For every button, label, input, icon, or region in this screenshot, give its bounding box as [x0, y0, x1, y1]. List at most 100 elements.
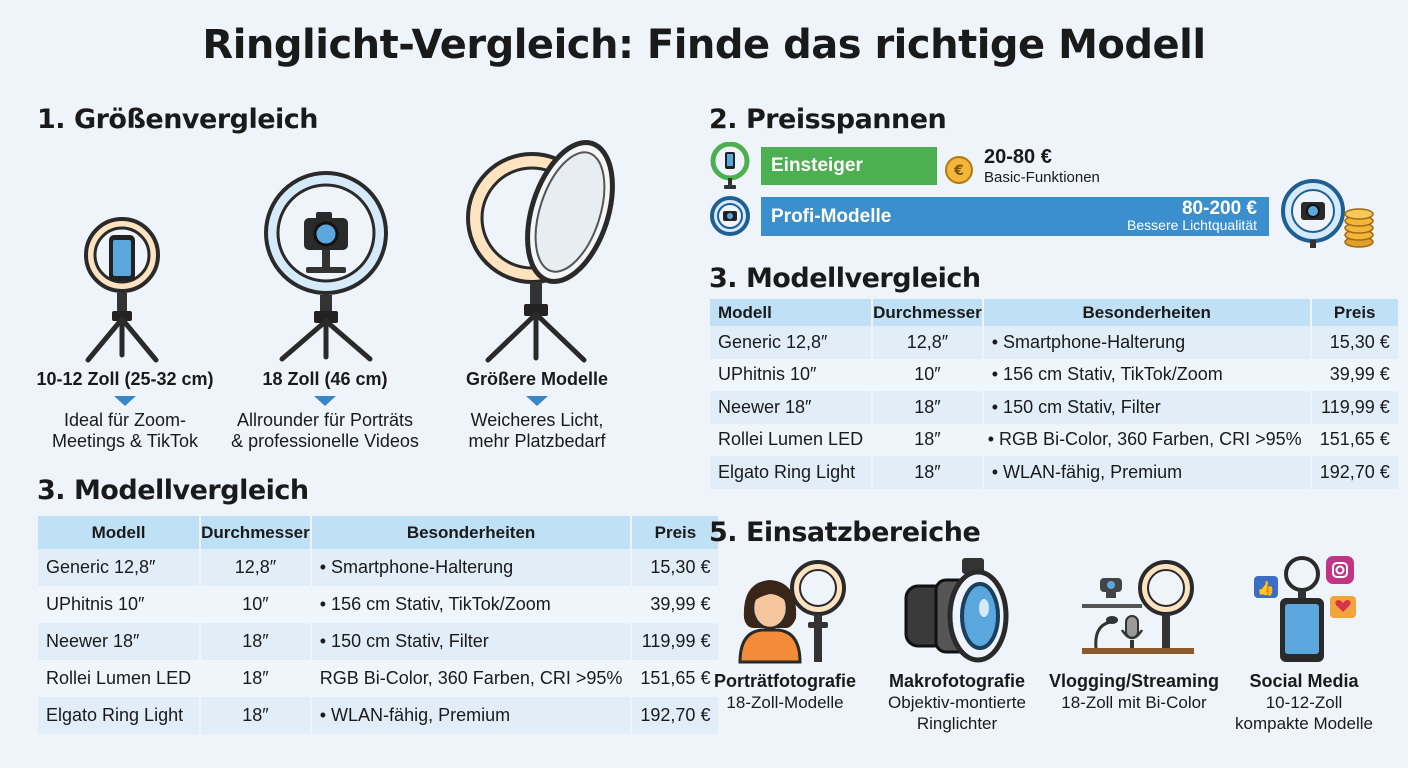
pro-ring-with-coins-icon [1281, 179, 1374, 248]
features-cell: • WLAN-fähig, Premium [310, 697, 633, 734]
svg-text:€: € [953, 163, 964, 179]
column-header: Besonderheiten [982, 299, 1312, 326]
comparison-heading-left: 3. Modellvergleich [37, 475, 309, 506]
use-card-portrait: Porträtfotografie 18-Zoll-Modelle [700, 671, 870, 713]
pro-range: 80-200 € [1181, 197, 1257, 219]
size-desc: mehr Platzbedarf [468, 431, 606, 451]
column-header: Besonderheiten [310, 516, 633, 549]
size-card-medium: 18 Zoll (46 cm) Allrounder für Porträts … [215, 369, 435, 452]
use-title: Porträtfotografie [713, 671, 856, 691]
features-cell: • 150 cm Stativ, Filter [982, 391, 1312, 424]
use-text: Objektiv-montierte [888, 693, 1026, 712]
pro-ringlight-icon [710, 196, 750, 236]
diameter-cell: 18″ [200, 697, 312, 734]
table-row: Generic 12,8″ 12,8″ • Smartphone-Halteru… [38, 549, 721, 586]
column-header: Durchmesser [872, 299, 984, 326]
model-cell: Generic 12,8″ [710, 326, 874, 359]
price-cell: 151,65 € [1310, 423, 1400, 456]
arrow-down-icon [114, 396, 136, 406]
large-ringlight-icon [466, 140, 615, 363]
vlogging-setup-icon [1082, 560, 1194, 654]
model-cell: Neewer 18″ [38, 623, 202, 660]
use-title: Social Media [1249, 671, 1359, 691]
size-label: 18 Zoll (46 cm) [262, 369, 388, 389]
size-section-heading: 1. Größenvergleich [37, 104, 319, 135]
portrait-person-icon [738, 560, 846, 664]
use-card-macro: Makrofotografie Objektiv-montierte Ringl… [872, 671, 1042, 734]
diameter-cell: 18″ [872, 391, 984, 424]
price-cell: 39,99 € [1310, 358, 1400, 391]
features-cell: • 156 cm Stativ, TikTok/Zoom [310, 586, 633, 623]
size-desc: Allrounder für Porträts [236, 410, 414, 430]
column-header: Preis [631, 516, 721, 549]
pro-price-bar: Profi-Modelle 80-200 € Bessere Lichtqual… [761, 197, 1269, 236]
diameter-cell: 18″ [200, 660, 312, 697]
use-card-social: Social Media 10-12-Zoll kompakte Modelle [1224, 671, 1384, 734]
small-ringlight-icon [84, 217, 160, 363]
comparison-heading-right: 3. Modellvergleich [709, 263, 981, 294]
use-text: kompakte Modelle [1235, 714, 1373, 733]
medium-ringlight-icon [264, 171, 388, 362]
price-cell: 15,30 € [631, 549, 721, 586]
page-title: Ringlicht-Vergleich: Finde das richtige … [202, 22, 1206, 68]
table-row: Rollei Lumen LED 18″ RGB Bi-Color, 360 F… [38, 660, 721, 697]
model-cell: Rollei Lumen LED [38, 660, 202, 697]
size-desc: Weicheres Licht, [470, 410, 604, 430]
use-text: 18-Zoll mit Bi-Color [1061, 693, 1207, 712]
features-cell: • Smartphone-Halterung [310, 549, 633, 586]
column-header: Modell [710, 299, 874, 326]
use-title: Vlogging/Streaming [1048, 671, 1219, 691]
features-cell: • RGB Bi-Color, 360 Farben, CRI >95% [982, 423, 1312, 456]
features-cell: • Smartphone-Halterung [982, 326, 1312, 359]
table-row: UPhitnis 10″ 10″ • 156 cm Stativ, TikTok… [38, 586, 721, 623]
diameter-cell: 18″ [200, 623, 312, 660]
uses-heading: 5. Einsatzbereiche [709, 517, 981, 548]
arrow-down-icon [526, 396, 548, 406]
price-cell: 39,99 € [631, 586, 721, 623]
size-card-small: 10-12 Zoll (25-32 cm) Ideal für Zoom- Me… [25, 369, 225, 452]
model-cell: Elgato Ring Light [38, 697, 202, 734]
use-card-vlogging: Vlogging/Streaming 18-Zoll mit Bi-Color [1044, 671, 1224, 713]
model-cell: Neewer 18″ [710, 391, 874, 424]
table-row: UPhitnis 10″ 10″ • 156 cm Stativ, TikTok… [710, 358, 1400, 391]
column-header: Durchmesser [200, 516, 312, 549]
arrow-down-icon [314, 396, 336, 406]
use-text: Ringlichter [916, 714, 998, 733]
diameter-cell: 12,8″ [872, 326, 984, 359]
column-header: Modell [38, 516, 202, 549]
price-cell: 192,70 € [631, 697, 721, 734]
price-cell: 119,99 € [1310, 391, 1400, 424]
model-cell: Elgato Ring Light [710, 456, 874, 489]
model-cell: UPhitnis 10″ [710, 358, 874, 391]
model-cell: UPhitnis 10″ [38, 586, 202, 623]
use-title: Makrofotografie [888, 671, 1025, 691]
entry-ringlight-icon [710, 142, 750, 189]
table-row: Elgato Ring Light 18″ • WLAN-fähig, Prem… [38, 697, 721, 734]
diameter-cell: 12,8″ [200, 549, 312, 586]
svg-text:👍: 👍 [1257, 580, 1274, 597]
macro-lens-icon [904, 558, 1009, 663]
pro-note: Bessere Lichtqualität [1127, 216, 1257, 233]
diameter-cell: 10″ [200, 586, 312, 623]
entry-range: 20-80 € [984, 146, 1052, 168]
features-cell: RGB Bi-Color, 360 Farben, CRI >95% [310, 660, 633, 697]
diameter-cell: 18″ [872, 456, 984, 489]
size-label: 10-12 Zoll (25-32 cm) [36, 369, 214, 389]
table-row: Rollei Lumen LED 18″ • RGB Bi-Color, 360… [710, 423, 1400, 456]
price-cell: 15,30 € [1310, 326, 1400, 359]
size-desc: Meetings & TikTok [51, 431, 199, 451]
size-label: Größere Modelle [465, 369, 609, 389]
entry-price-bar: Einsteiger [761, 147, 937, 185]
price-section-heading: 2. Preisspannen [709, 104, 947, 135]
entry-price-info: 20-80 € Basic-Funktionen [984, 146, 1100, 186]
comparison-table-left: Modell Durchmesser Besonderheiten Preis … [38, 516, 721, 734]
use-text: 18-Zoll-Modelle [726, 693, 844, 712]
comparison-table-right: Modell Durchmesser Besonderheiten Preis … [710, 299, 1400, 489]
column-header: Preis [1310, 299, 1400, 326]
diameter-cell: 18″ [872, 423, 984, 456]
entry-note: Basic-Funktionen [984, 169, 1100, 186]
price-cell: 151,65 € [631, 660, 721, 697]
pro-price-info: 80-200 € Bessere Lichtqualität [1127, 197, 1257, 234]
features-cell: • 156 cm Stativ, TikTok/Zoom [982, 358, 1312, 391]
use-text: 10-12-Zoll [1265, 693, 1343, 712]
